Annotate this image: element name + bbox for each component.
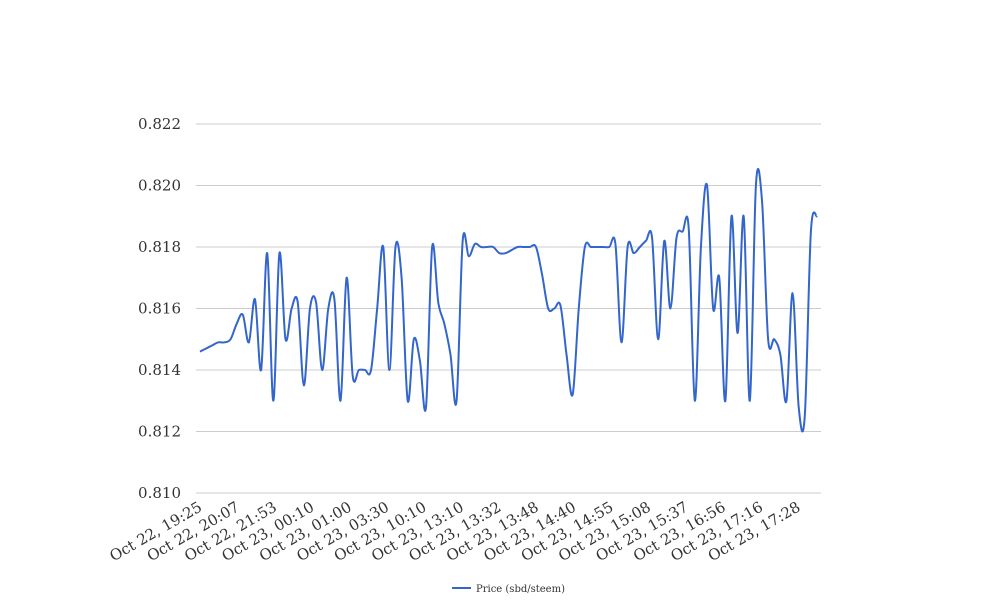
y-tick-label: 0.816: [138, 300, 181, 318]
y-tick-label: 0.810: [138, 484, 181, 502]
legend: Price (sbd/steem): [452, 584, 565, 595]
y-tick-label: 0.812: [138, 423, 181, 441]
y-tick-label: 0.822: [138, 115, 181, 133]
y-tick-label: 0.814: [138, 361, 181, 379]
y-tick-label: 0.818: [138, 238, 181, 256]
series-line-price: [199, 168, 818, 433]
y-axis-tick-labels: 0.810 0.812 0.814 0.816 0.818 0.820 0.822: [138, 115, 181, 502]
legend-label-price: Price (sbd/steem): [476, 584, 565, 595]
gridlines: [196, 123, 821, 494]
y-tick-label: 0.820: [138, 177, 181, 195]
series-layer: [199, 168, 818, 433]
